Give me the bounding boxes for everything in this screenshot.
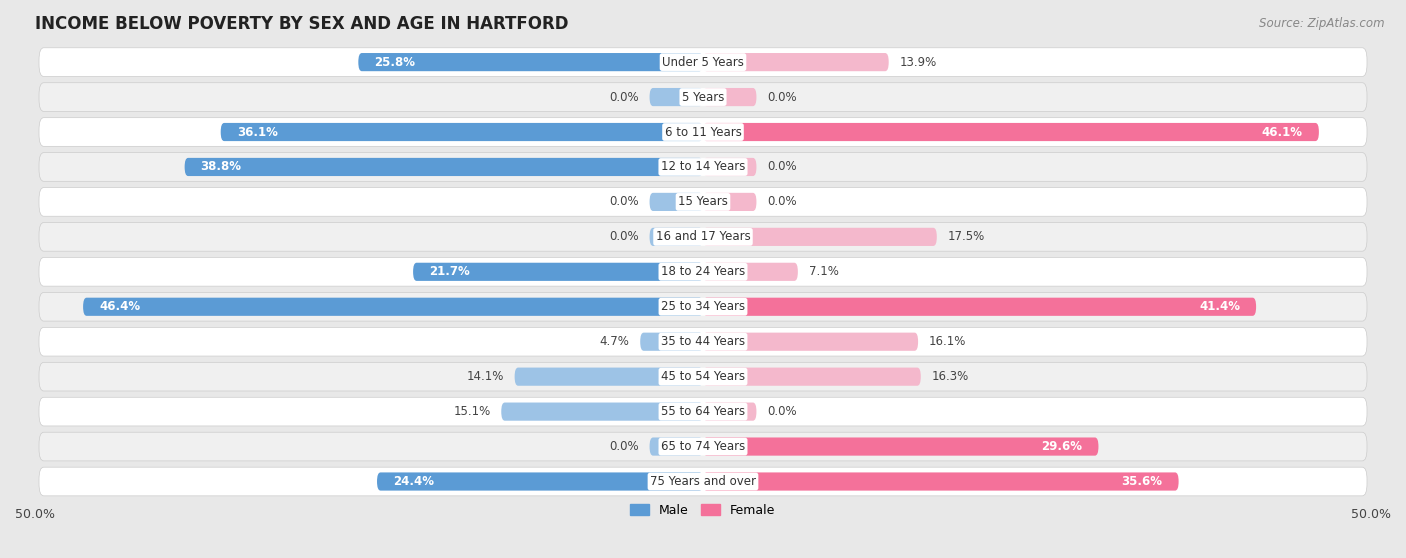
Text: 13.9%: 13.9%: [900, 56, 936, 69]
FancyBboxPatch shape: [39, 397, 1367, 426]
Text: 15.1%: 15.1%: [453, 405, 491, 418]
Text: 65 to 74 Years: 65 to 74 Years: [661, 440, 745, 453]
FancyBboxPatch shape: [703, 297, 1256, 316]
FancyBboxPatch shape: [39, 257, 1367, 286]
Text: 45 to 54 Years: 45 to 54 Years: [661, 370, 745, 383]
FancyBboxPatch shape: [39, 467, 1367, 496]
FancyBboxPatch shape: [703, 193, 756, 211]
Text: 0.0%: 0.0%: [768, 161, 797, 174]
Text: 35 to 44 Years: 35 to 44 Years: [661, 335, 745, 348]
Text: 0.0%: 0.0%: [609, 195, 638, 208]
Text: 7.1%: 7.1%: [808, 265, 838, 278]
Text: 0.0%: 0.0%: [768, 405, 797, 418]
FancyBboxPatch shape: [184, 158, 703, 176]
FancyBboxPatch shape: [39, 187, 1367, 217]
FancyBboxPatch shape: [39, 362, 1367, 391]
FancyBboxPatch shape: [703, 158, 756, 176]
Text: 16.3%: 16.3%: [931, 370, 969, 383]
FancyBboxPatch shape: [39, 432, 1367, 461]
FancyBboxPatch shape: [640, 333, 703, 351]
FancyBboxPatch shape: [515, 368, 703, 386]
FancyBboxPatch shape: [703, 228, 936, 246]
FancyBboxPatch shape: [359, 53, 703, 71]
Legend: Male, Female: Male, Female: [626, 499, 780, 522]
FancyBboxPatch shape: [703, 402, 756, 421]
FancyBboxPatch shape: [39, 292, 1367, 321]
FancyBboxPatch shape: [39, 118, 1367, 146]
Text: 46.1%: 46.1%: [1261, 126, 1303, 138]
Text: 17.5%: 17.5%: [948, 230, 984, 243]
Text: INCOME BELOW POVERTY BY SEX AND AGE IN HARTFORD: INCOME BELOW POVERTY BY SEX AND AGE IN H…: [35, 15, 568, 33]
Text: 4.7%: 4.7%: [599, 335, 630, 348]
Text: 0.0%: 0.0%: [609, 230, 638, 243]
Text: 16.1%: 16.1%: [929, 335, 966, 348]
Text: 24.4%: 24.4%: [394, 475, 434, 488]
Text: 18 to 24 Years: 18 to 24 Years: [661, 265, 745, 278]
FancyBboxPatch shape: [83, 297, 703, 316]
FancyBboxPatch shape: [39, 223, 1367, 251]
FancyBboxPatch shape: [703, 123, 1319, 141]
Text: 21.7%: 21.7%: [429, 265, 470, 278]
Text: 6 to 11 Years: 6 to 11 Years: [665, 126, 741, 138]
Text: 0.0%: 0.0%: [609, 90, 638, 104]
FancyBboxPatch shape: [39, 153, 1367, 181]
Text: 41.4%: 41.4%: [1199, 300, 1240, 313]
Text: 35.6%: 35.6%: [1122, 475, 1163, 488]
Text: 75 Years and over: 75 Years and over: [650, 475, 756, 488]
Text: 25 to 34 Years: 25 to 34 Years: [661, 300, 745, 313]
Text: 0.0%: 0.0%: [768, 90, 797, 104]
FancyBboxPatch shape: [650, 88, 703, 106]
FancyBboxPatch shape: [703, 473, 1178, 490]
FancyBboxPatch shape: [703, 53, 889, 71]
Text: 5 Years: 5 Years: [682, 90, 724, 104]
FancyBboxPatch shape: [650, 228, 703, 246]
Text: 0.0%: 0.0%: [609, 440, 638, 453]
Text: 38.8%: 38.8%: [201, 161, 242, 174]
Text: 46.4%: 46.4%: [100, 300, 141, 313]
FancyBboxPatch shape: [703, 333, 918, 351]
Text: 36.1%: 36.1%: [236, 126, 277, 138]
Text: 16 and 17 Years: 16 and 17 Years: [655, 230, 751, 243]
Text: 29.6%: 29.6%: [1042, 440, 1083, 453]
Text: 25.8%: 25.8%: [374, 56, 415, 69]
FancyBboxPatch shape: [650, 437, 703, 456]
FancyBboxPatch shape: [703, 88, 756, 106]
FancyBboxPatch shape: [413, 263, 703, 281]
FancyBboxPatch shape: [502, 402, 703, 421]
Text: 12 to 14 Years: 12 to 14 Years: [661, 161, 745, 174]
FancyBboxPatch shape: [703, 437, 1098, 456]
FancyBboxPatch shape: [650, 193, 703, 211]
FancyBboxPatch shape: [39, 328, 1367, 356]
FancyBboxPatch shape: [377, 473, 703, 490]
FancyBboxPatch shape: [39, 83, 1367, 112]
FancyBboxPatch shape: [221, 123, 703, 141]
FancyBboxPatch shape: [703, 263, 797, 281]
Text: Source: ZipAtlas.com: Source: ZipAtlas.com: [1260, 17, 1385, 30]
FancyBboxPatch shape: [39, 48, 1367, 76]
FancyBboxPatch shape: [703, 368, 921, 386]
Text: 0.0%: 0.0%: [768, 195, 797, 208]
Text: 14.1%: 14.1%: [467, 370, 503, 383]
Text: 55 to 64 Years: 55 to 64 Years: [661, 405, 745, 418]
Text: 15 Years: 15 Years: [678, 195, 728, 208]
Text: Under 5 Years: Under 5 Years: [662, 56, 744, 69]
